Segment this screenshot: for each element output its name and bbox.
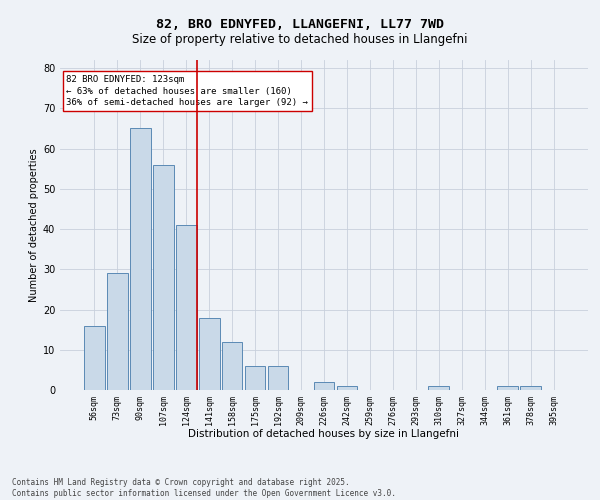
X-axis label: Distribution of detached houses by size in Llangefni: Distribution of detached houses by size … [188, 429, 460, 439]
Bar [314, 382, 334, 390]
Text: Contains HM Land Registry data © Crown copyright and database right 2025.
Contai: Contains HM Land Registry data © Crown c… [12, 478, 396, 498]
Text: 82, BRO EDNYFED, LLANGEFNI, LL77 7WD: 82, BRO EDNYFED, LLANGEFNI, LL77 7WD [156, 18, 444, 30]
Bar [153, 164, 173, 390]
Bar [107, 274, 128, 390]
Bar [176, 225, 197, 390]
Bar [245, 366, 265, 390]
Bar [222, 342, 242, 390]
Text: 82 BRO EDNYFED: 123sqm
← 63% of detached houses are smaller (160)
36% of semi-de: 82 BRO EDNYFED: 123sqm ← 63% of detached… [67, 75, 308, 108]
Bar [199, 318, 220, 390]
Bar [337, 386, 358, 390]
Bar [428, 386, 449, 390]
Bar [84, 326, 104, 390]
Y-axis label: Number of detached properties: Number of detached properties [29, 148, 38, 302]
Bar [268, 366, 289, 390]
Bar [520, 386, 541, 390]
Text: Size of property relative to detached houses in Llangefni: Size of property relative to detached ho… [132, 32, 468, 46]
Bar [497, 386, 518, 390]
Bar [130, 128, 151, 390]
